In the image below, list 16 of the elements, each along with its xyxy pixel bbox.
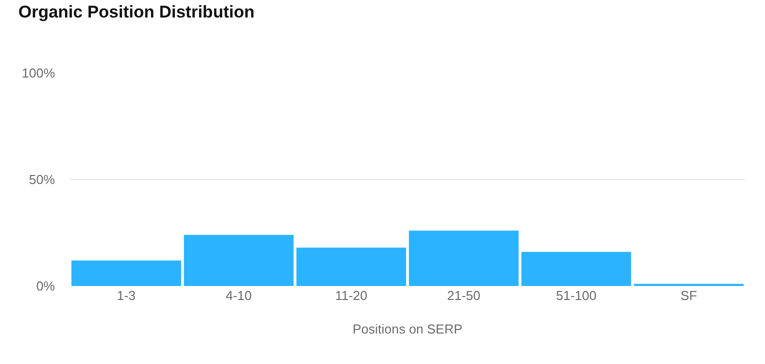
- chart-title: Organic Position Distribution: [18, 2, 254, 22]
- x-tick-label: SF: [680, 288, 698, 303]
- x-tick-label: 1-3: [116, 288, 136, 303]
- x-tick-label: 21-50: [447, 288, 480, 303]
- y-tick-label: 100%: [22, 66, 56, 81]
- bar: [296, 248, 406, 286]
- x-axis-title: Positions on SERP: [352, 322, 462, 337]
- bar: [184, 234, 294, 286]
- y-tick-label: 50%: [28, 172, 56, 188]
- bar: [408, 230, 519, 286]
- y-tick-label: 0%: [36, 278, 56, 294]
- x-tick-label: 51-100: [556, 288, 596, 303]
- x-tick-label: 4-10: [226, 288, 252, 303]
- bar: [521, 252, 632, 286]
- bar: [71, 260, 182, 286]
- x-tick-label: 11-20: [335, 288, 368, 303]
